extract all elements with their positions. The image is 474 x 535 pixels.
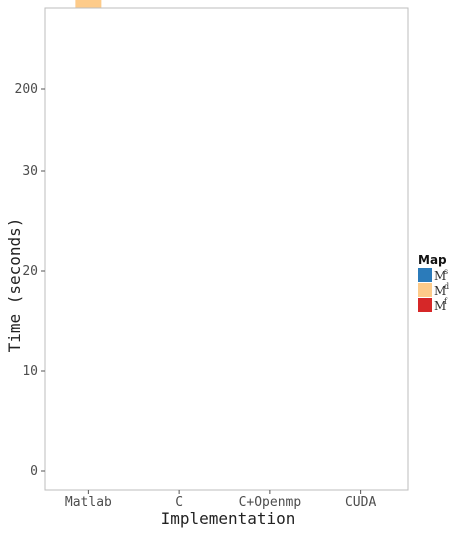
- panel-border: [44, 7, 409, 491]
- legend-superscript-d: d: [444, 282, 449, 291]
- legend-key-s: [418, 268, 432, 282]
- legend-label-s: M: [434, 269, 446, 283]
- x-axis-title: Implementation: [161, 509, 296, 528]
- legend-key-d: [418, 283, 432, 297]
- y-tick-label: 20: [22, 264, 38, 279]
- y-tick-label: 10: [22, 364, 38, 379]
- x-tick-label: C+Openmp: [239, 495, 302, 510]
- legend-superscript-f: f: [444, 297, 448, 306]
- legend-label-d: M: [434, 284, 446, 298]
- x-tick-label: CUDA: [345, 495, 376, 510]
- y-axis-title: Time (seconds): [5, 218, 24, 353]
- legend-title: Map: [418, 253, 447, 267]
- legend-key-f: [418, 298, 432, 312]
- y-tick-label: 30: [22, 164, 38, 179]
- legend-label-f: M: [434, 299, 446, 313]
- x-tick-label: Matlab: [65, 495, 112, 510]
- x-tick-label: C: [175, 495, 183, 510]
- legend-superscript-s: s: [444, 267, 448, 276]
- axes: 0 10 20 30 200 Matlab C C+Openmp CUDA: [15, 7, 409, 510]
- y-tick-label: 0: [30, 464, 38, 479]
- y-tick-label: 200: [15, 82, 38, 97]
